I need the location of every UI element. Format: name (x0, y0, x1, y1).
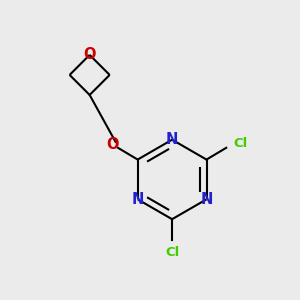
Text: N: N (131, 192, 144, 207)
Text: N: N (166, 132, 178, 147)
Text: Cl: Cl (165, 246, 179, 259)
Text: Cl: Cl (233, 137, 247, 150)
Text: O: O (106, 137, 119, 152)
Text: O: O (83, 47, 96, 62)
Text: N: N (200, 192, 213, 207)
